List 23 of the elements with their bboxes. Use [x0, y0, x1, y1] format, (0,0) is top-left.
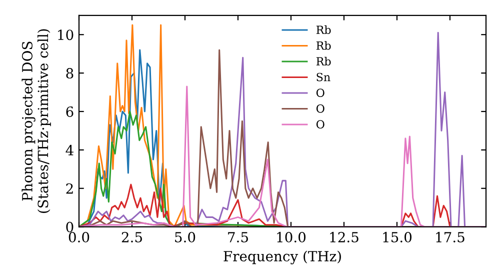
x-tick-label: 15.0 [383, 232, 412, 242]
x-tick-label: 5.0 [175, 232, 196, 242]
legend-label: Sn [316, 72, 330, 82]
x-tick-label: 12.5 [330, 232, 358, 242]
y-tick-label: 4 [66, 144, 74, 156]
x-tick-label: 2.5 [122, 232, 142, 242]
y-tick-label: 10 [58, 30, 74, 40]
x-axis-title: Frequency (THz) [224, 250, 341, 264]
legend-label: Rb [316, 25, 331, 34]
y-tick-label: 8 [66, 68, 74, 79]
y-tick-label: 0 [66, 222, 74, 232]
y-tick-label: 2 [66, 183, 73, 194]
legend-label: O [316, 104, 324, 113]
x-tick-label: 10.0 [277, 232, 306, 242]
x-tick-label: 0.0 [68, 232, 90, 242]
x-tick-label: 17.5 [436, 232, 464, 242]
x-tick-label: 7.5 [228, 232, 248, 242]
legend-label: Rb [316, 56, 331, 66]
legend-label: Rb [316, 41, 331, 50]
y-tick-label: 6 [66, 106, 74, 117]
y-axis-title: Phonon projected DOS (States/THz·primitive cell) [22, 29, 51, 213]
legend-label: O [316, 88, 324, 98]
legend-label: O [316, 120, 324, 129]
